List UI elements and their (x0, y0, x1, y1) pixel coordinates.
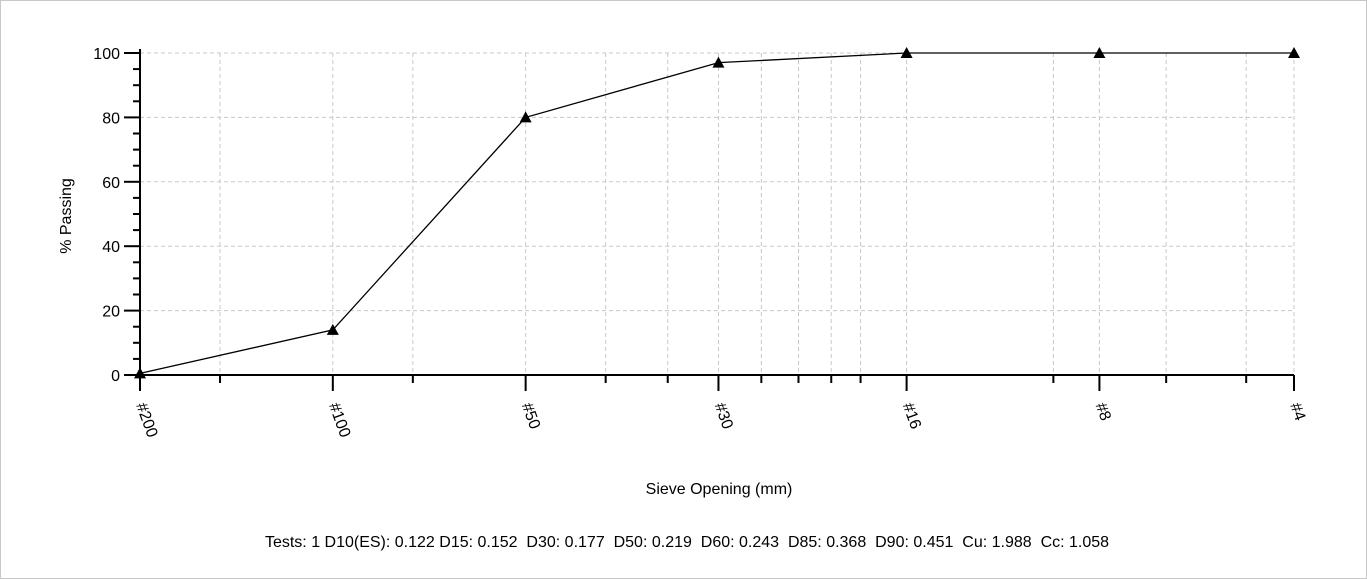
x-tick-label: #8 (1092, 401, 1114, 424)
data-point-marker (519, 111, 532, 123)
series-line (139, 52, 1294, 375)
data-point-marker (326, 323, 339, 335)
y-tick-label: 80 (102, 110, 120, 127)
y-axis-title: % Passing (58, 178, 75, 254)
data-point-marker (1288, 47, 1300, 58)
y-tick-label: 40 (102, 239, 120, 256)
x-tick-label: #50 (518, 401, 543, 432)
grid (140, 52, 1295, 375)
data-point-marker (712, 56, 725, 68)
y-tick-label: 20 (102, 304, 120, 321)
axes (124, 49, 1295, 391)
series (134, 47, 1300, 379)
y-tick-label: 100 (93, 46, 120, 63)
labels: 0 20 40 60 80 100 #200 #100 #50 #30 #16 #8 #4 (93, 46, 1308, 440)
x-tick-label: #30 (711, 401, 736, 432)
data-point-marker (134, 367, 146, 379)
data-point-marker (1093, 47, 1106, 58)
x-tick-label: #200 (132, 401, 160, 440)
x-tick-label: #16 (899, 401, 924, 432)
y-tick-label: 60 (102, 175, 120, 192)
x-axis-title: Sieve Opening (mm) (646, 481, 793, 498)
x-tick-label: #4 (1286, 401, 1308, 424)
x-tick-label: #100 (325, 401, 353, 440)
statistics-summary: Tests: 1 D10(ES): 0.122 D15: 0.152 D30: … (265, 534, 1109, 551)
data-point-marker (900, 47, 913, 58)
y-tick-label: 0 (111, 368, 120, 385)
